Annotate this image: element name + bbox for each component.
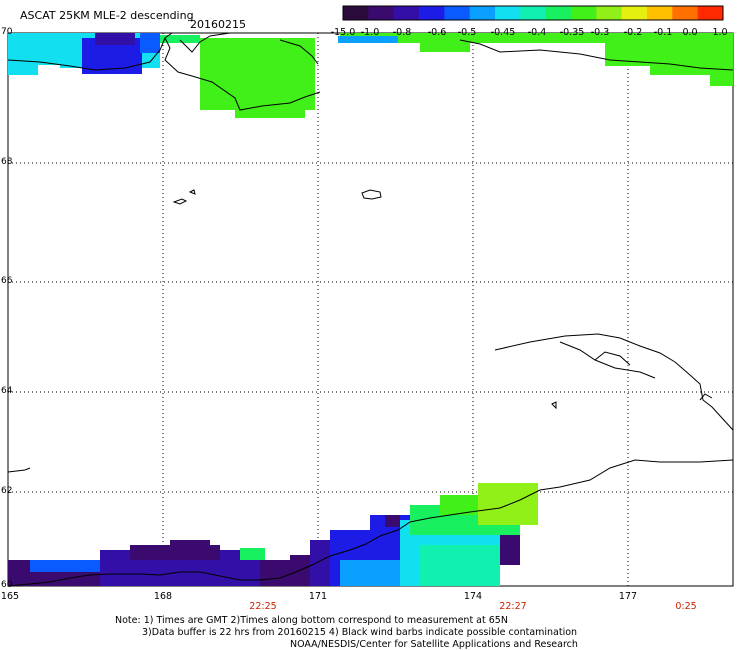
colorbar-swatch xyxy=(621,6,648,20)
time-label: 22:27 xyxy=(499,601,527,612)
colorbar-tick: -0.2 xyxy=(623,27,643,38)
map-title: ASCAT 25KM MLE-2 descending xyxy=(20,9,194,22)
colorbar-tick: -15.0 xyxy=(330,27,356,38)
colorbar-swatch xyxy=(419,6,445,20)
colorbar-tick: -1.0 xyxy=(360,27,380,38)
data-swath-top-right xyxy=(338,33,733,86)
colorbar-tick: -0.8 xyxy=(392,27,412,38)
colorbar-swatch xyxy=(393,6,420,20)
lon-label: 171 xyxy=(308,591,328,602)
time-label: 0:25 xyxy=(675,601,697,612)
colorbar-swatch xyxy=(444,6,471,20)
colorbar-tick: -0.35 xyxy=(559,27,585,38)
lat-label: 68 xyxy=(1,157,13,167)
lat-label: 60 xyxy=(1,580,13,590)
lon-label: 165 xyxy=(0,591,20,602)
lon-label: 174 xyxy=(463,591,483,602)
colorbar-swatch xyxy=(368,6,395,20)
footer-note-line2: 3)Data buffer is 22 hrs from 20160215 4)… xyxy=(142,627,578,638)
graticule xyxy=(8,33,733,586)
lon-label: 177 xyxy=(618,591,638,602)
lon-label: 168 xyxy=(153,591,173,602)
colorbar-tick: 0.0 xyxy=(682,27,698,38)
coastlines xyxy=(7,32,734,587)
map-date: 20160215 xyxy=(190,18,246,31)
footer-credit: NOAA/NESDIS/Center for Satellite Applica… xyxy=(290,639,578,650)
lat-label: 64 xyxy=(1,386,13,396)
colorbar-swatch xyxy=(571,6,597,20)
colorbar-tick: -0.4 xyxy=(527,27,547,38)
map-frame xyxy=(7,32,734,587)
colorbar-tick: -0.5 xyxy=(457,27,477,38)
colorbar-swatch xyxy=(495,6,521,20)
colorbar-tick: -0.1 xyxy=(653,27,673,38)
colorbar-swatch xyxy=(647,6,673,20)
lat-label: 66 xyxy=(1,276,13,286)
colorbar-swatch xyxy=(469,6,496,20)
colorbar-swatch xyxy=(697,6,724,20)
data-swath-bottom xyxy=(8,483,538,586)
colorbar-swatch xyxy=(545,6,572,20)
colorbar-swatch xyxy=(520,6,547,20)
footer-note-line1: Note: 1) Times are GMT 2)Times along bot… xyxy=(115,615,508,626)
colorbar-tick: -0.45 xyxy=(490,27,516,38)
lat-label: 62 xyxy=(1,486,13,496)
colorbar-border xyxy=(342,5,724,21)
time-label: 22:25 xyxy=(249,601,277,612)
colorbar-tick: 1.0 xyxy=(712,27,728,38)
colorbar xyxy=(342,5,724,21)
colorbar-swatch xyxy=(596,6,623,20)
colorbar-swatch xyxy=(672,6,699,20)
colorbar-tick: -0.3 xyxy=(590,27,610,38)
colorbar-swatch xyxy=(343,6,369,20)
data-swath-top-center xyxy=(160,35,315,118)
colorbar-tick: -0.6 xyxy=(427,27,447,38)
lat-label: 70 xyxy=(1,27,13,37)
data-swath-top-left xyxy=(8,33,160,75)
